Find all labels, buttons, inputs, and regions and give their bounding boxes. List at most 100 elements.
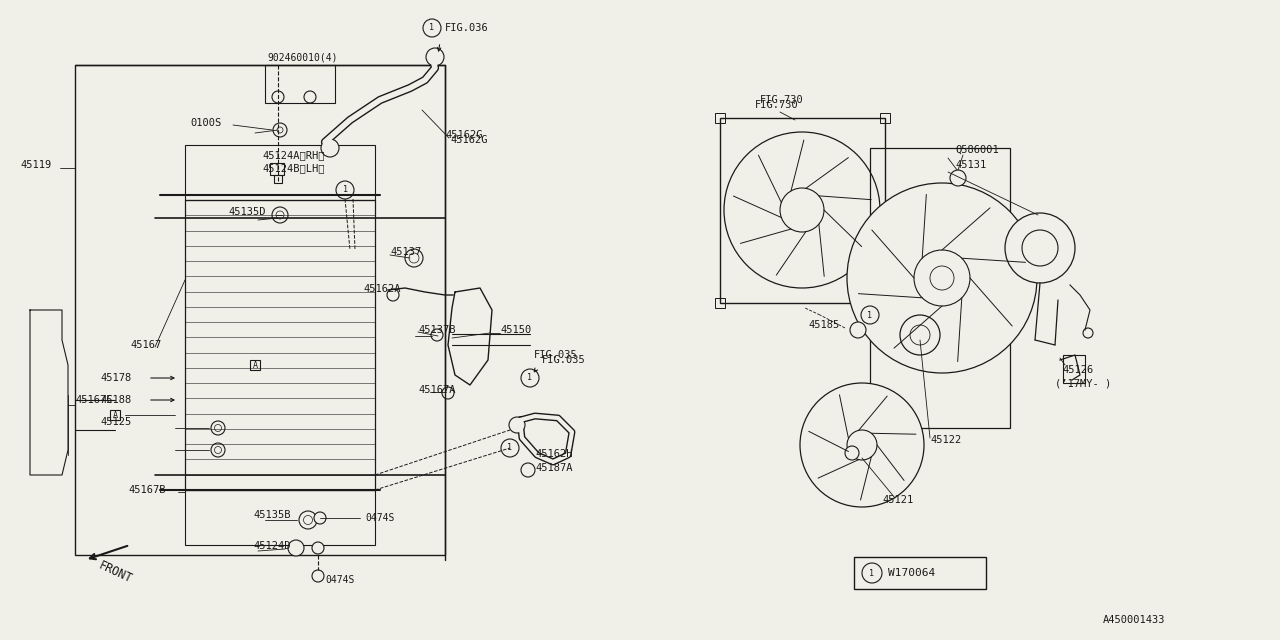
Text: 45131: 45131 <box>955 160 987 170</box>
Circle shape <box>914 250 970 306</box>
Circle shape <box>312 570 324 582</box>
Text: 45125: 45125 <box>100 417 132 427</box>
Text: 45167: 45167 <box>131 340 161 350</box>
Text: 0474S: 0474S <box>365 513 394 523</box>
Bar <box>76 65 445 555</box>
Circle shape <box>521 369 539 387</box>
Circle shape <box>273 123 287 137</box>
Circle shape <box>442 387 454 399</box>
Circle shape <box>910 325 931 345</box>
Circle shape <box>850 322 867 338</box>
Circle shape <box>312 542 324 554</box>
Circle shape <box>861 563 882 583</box>
Circle shape <box>305 91 316 103</box>
Text: 45135B: 45135B <box>253 510 291 520</box>
Text: FIG.035: FIG.035 <box>541 355 586 365</box>
Circle shape <box>426 48 444 66</box>
Text: 45162A: 45162A <box>364 284 401 294</box>
Bar <box>854 557 986 589</box>
Circle shape <box>931 266 954 290</box>
Text: 0100S: 0100S <box>189 118 221 128</box>
Text: FIG.035: FIG.035 <box>534 350 577 360</box>
Circle shape <box>724 132 881 288</box>
Circle shape <box>422 19 442 37</box>
Circle shape <box>215 447 221 454</box>
Text: 45150: 45150 <box>500 325 531 335</box>
Text: 1: 1 <box>430 24 434 33</box>
Bar <box>1062 355 1085 383</box>
Text: 45121: 45121 <box>882 495 913 505</box>
Circle shape <box>521 463 535 477</box>
Circle shape <box>211 443 225 457</box>
Circle shape <box>500 439 518 457</box>
Text: 45162G: 45162G <box>445 130 483 140</box>
Bar <box>110 410 120 420</box>
Circle shape <box>215 424 221 431</box>
Text: 45119: 45119 <box>20 160 51 170</box>
Circle shape <box>1005 213 1075 283</box>
Text: A: A <box>113 410 118 419</box>
Text: 45167B: 45167B <box>128 485 165 495</box>
Bar <box>274 175 282 183</box>
Text: 1: 1 <box>507 444 512 452</box>
Text: FIG.730: FIG.730 <box>755 100 799 110</box>
Circle shape <box>321 139 339 157</box>
Circle shape <box>273 207 288 223</box>
Bar <box>270 163 284 175</box>
Circle shape <box>780 188 824 232</box>
Circle shape <box>509 417 525 433</box>
Text: 45167C: 45167C <box>76 395 113 405</box>
Circle shape <box>861 306 879 324</box>
Circle shape <box>211 421 225 435</box>
Bar <box>881 298 890 308</box>
Bar <box>870 148 1010 428</box>
Circle shape <box>404 249 422 267</box>
Text: 1: 1 <box>868 310 873 319</box>
Circle shape <box>288 540 305 556</box>
Text: 45178: 45178 <box>100 373 132 383</box>
Circle shape <box>845 446 859 460</box>
Text: 45124A〈RH〉: 45124A〈RH〉 <box>262 150 325 160</box>
Text: 1: 1 <box>527 374 532 383</box>
Circle shape <box>303 515 312 525</box>
Circle shape <box>847 183 1037 373</box>
Circle shape <box>300 511 317 529</box>
Text: A450001433: A450001433 <box>1102 615 1165 625</box>
Text: 45162G: 45162G <box>451 135 488 145</box>
Text: 45126: 45126 <box>1062 365 1093 375</box>
Text: A: A <box>252 360 257 369</box>
Text: FRONT: FRONT <box>96 559 134 586</box>
Circle shape <box>387 289 399 301</box>
Circle shape <box>276 127 283 133</box>
Circle shape <box>276 211 284 219</box>
Bar <box>881 113 890 123</box>
Circle shape <box>314 512 326 524</box>
Bar <box>716 298 724 308</box>
Text: 45185: 45185 <box>808 320 840 330</box>
Circle shape <box>900 315 940 355</box>
Bar <box>186 490 375 545</box>
Circle shape <box>431 329 443 341</box>
Circle shape <box>1021 230 1059 266</box>
Text: (’17MY- ): (’17MY- ) <box>1055 379 1111 389</box>
Text: 0474S: 0474S <box>325 575 355 585</box>
Bar <box>250 360 260 370</box>
Circle shape <box>847 430 877 460</box>
Text: 45167A: 45167A <box>419 385 456 395</box>
Text: W170064: W170064 <box>888 568 936 578</box>
Text: 1: 1 <box>869 568 874 577</box>
Text: 45124B〈LH〉: 45124B〈LH〉 <box>262 163 325 173</box>
Circle shape <box>1083 328 1093 338</box>
Text: FIG.730: FIG.730 <box>760 95 804 105</box>
Circle shape <box>800 383 924 507</box>
Text: 45162H: 45162H <box>535 449 572 459</box>
Circle shape <box>410 253 419 263</box>
Text: FIG.036: FIG.036 <box>445 23 489 33</box>
Text: 45122: 45122 <box>931 435 961 445</box>
Text: 45188: 45188 <box>100 395 132 405</box>
Text: 45187A: 45187A <box>535 463 572 473</box>
Text: 45137B: 45137B <box>419 325 456 335</box>
Text: 45135D: 45135D <box>228 207 265 217</box>
Circle shape <box>335 181 355 199</box>
Text: 902460010(4): 902460010(4) <box>268 53 338 63</box>
